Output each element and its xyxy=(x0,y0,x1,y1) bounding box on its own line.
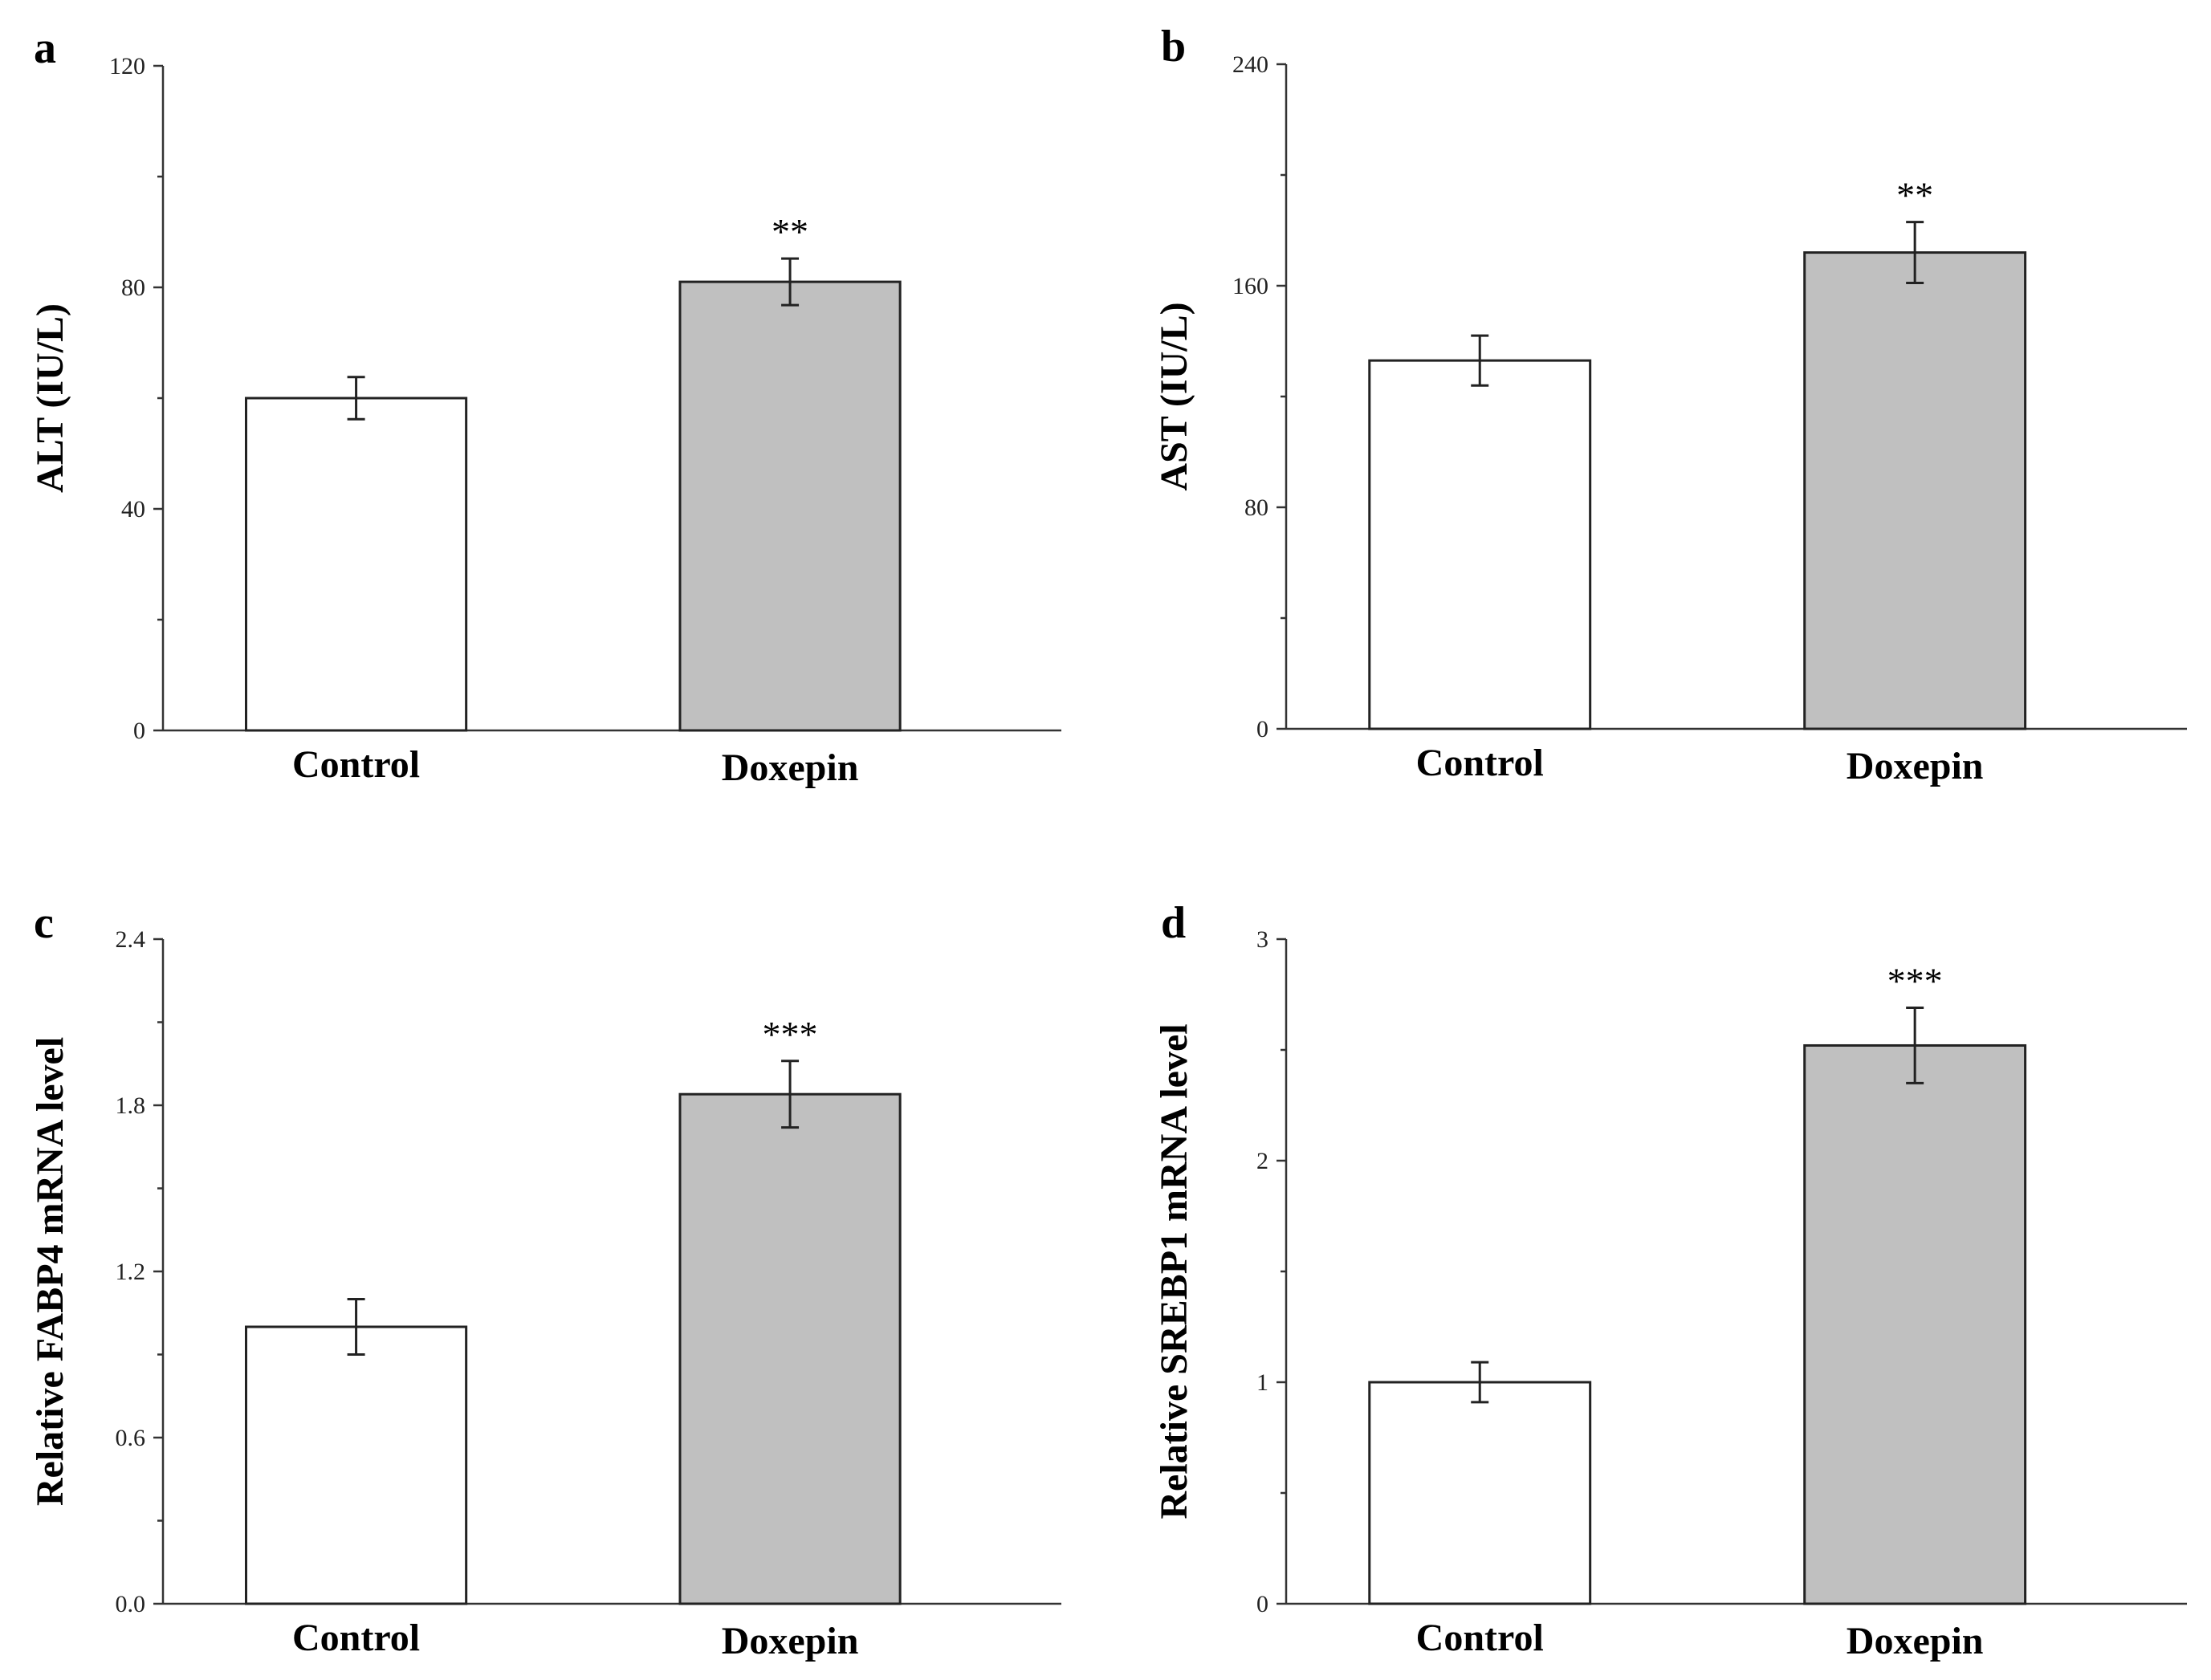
panel-letter: b xyxy=(1161,22,1186,71)
y-axis-title: Relative SREBP1 mRNA level xyxy=(1153,1023,1195,1519)
error-bar-doxepin xyxy=(781,1060,800,1129)
bar-doxepin xyxy=(678,1092,902,1605)
y-tick-label: 120 xyxy=(109,53,145,79)
y-tick-label: 0.6 xyxy=(116,1425,146,1451)
category-label-doxepin: Doxepin xyxy=(1847,745,1984,787)
significance-label: ** xyxy=(1896,175,1933,216)
error-bar-doxepin xyxy=(781,257,800,307)
y-tick-label: 0.0 xyxy=(116,1591,146,1617)
y-tick-label: 0 xyxy=(133,718,145,744)
category-label-control: Control xyxy=(292,1617,420,1659)
y-tick-label: 1 xyxy=(1256,1369,1268,1396)
error-bar-control xyxy=(347,376,365,421)
category-label-doxepin: Doxepin xyxy=(1847,1620,1984,1662)
bar-doxepin xyxy=(1803,1043,2027,1605)
bar-control xyxy=(245,1325,468,1605)
y-tick-label: 1.2 xyxy=(116,1259,146,1285)
category-label-control: Control xyxy=(1416,742,1544,784)
significance-label: ** xyxy=(772,211,808,252)
y-tick-label: 0 xyxy=(1256,1591,1268,1617)
bar-doxepin xyxy=(678,280,902,732)
error-bar-control xyxy=(1471,334,1489,387)
chart-panel-c: c 0.0 0.6 1.2 1.8 2.4 Relative FABP4 mRNA leve… xyxy=(29,898,1061,1662)
category-label-control: Control xyxy=(1416,1617,1544,1659)
y-tick-label: 80 xyxy=(121,275,145,301)
significance-label: *** xyxy=(763,1014,818,1055)
bar-control xyxy=(1368,1381,1592,1605)
y-tick-label: 80 xyxy=(1244,494,1268,521)
panel-letter: a xyxy=(34,23,56,73)
y-tick-label: 1.8 xyxy=(116,1092,146,1119)
error-bar-doxepin xyxy=(1906,1007,1924,1084)
y-tick-label: 3 xyxy=(1256,926,1268,953)
category-label-doxepin: Doxepin xyxy=(722,1620,859,1662)
error-bar-control xyxy=(1471,1361,1489,1404)
y-axis-title: AST (IU/L) xyxy=(1153,302,1195,490)
y-tick-label: 160 xyxy=(1232,273,1268,299)
chart-panel-a: a 0 40 80 120 ALT (IU/L) Control ** Doxepin xyxy=(29,23,1061,789)
y-tick-label: 0 xyxy=(1256,716,1268,742)
chart-panel-d: d 0 1 2 3 Relative SREBP1 mRNA level Control **… xyxy=(1153,898,2187,1662)
y-tick-label: 2.4 xyxy=(116,926,146,953)
error-bar-control xyxy=(347,1298,365,1356)
category-label-control: Control xyxy=(292,743,420,786)
bar-control xyxy=(1368,359,1592,730)
y-tick-label: 240 xyxy=(1232,51,1268,78)
y-tick-label: 40 xyxy=(121,496,145,523)
category-label-doxepin: Doxepin xyxy=(722,746,859,789)
bar-doxepin xyxy=(1803,251,2027,730)
significance-label: *** xyxy=(1887,961,1943,1002)
chart-panel-b: b 0 80 160 240 AST (IU/L) Control ** Doxepin xyxy=(1153,22,2187,787)
y-tick-label: 2 xyxy=(1256,1148,1268,1174)
panel-letter: d xyxy=(1161,898,1186,948)
bar-control xyxy=(245,397,468,732)
y-axis-title: ALT (IU/L) xyxy=(29,303,71,493)
y-axis-title: Relative FABP4 mRNA level xyxy=(29,1037,71,1506)
error-bar-doxepin xyxy=(1906,221,1924,285)
panel-letter: c xyxy=(34,898,54,948)
